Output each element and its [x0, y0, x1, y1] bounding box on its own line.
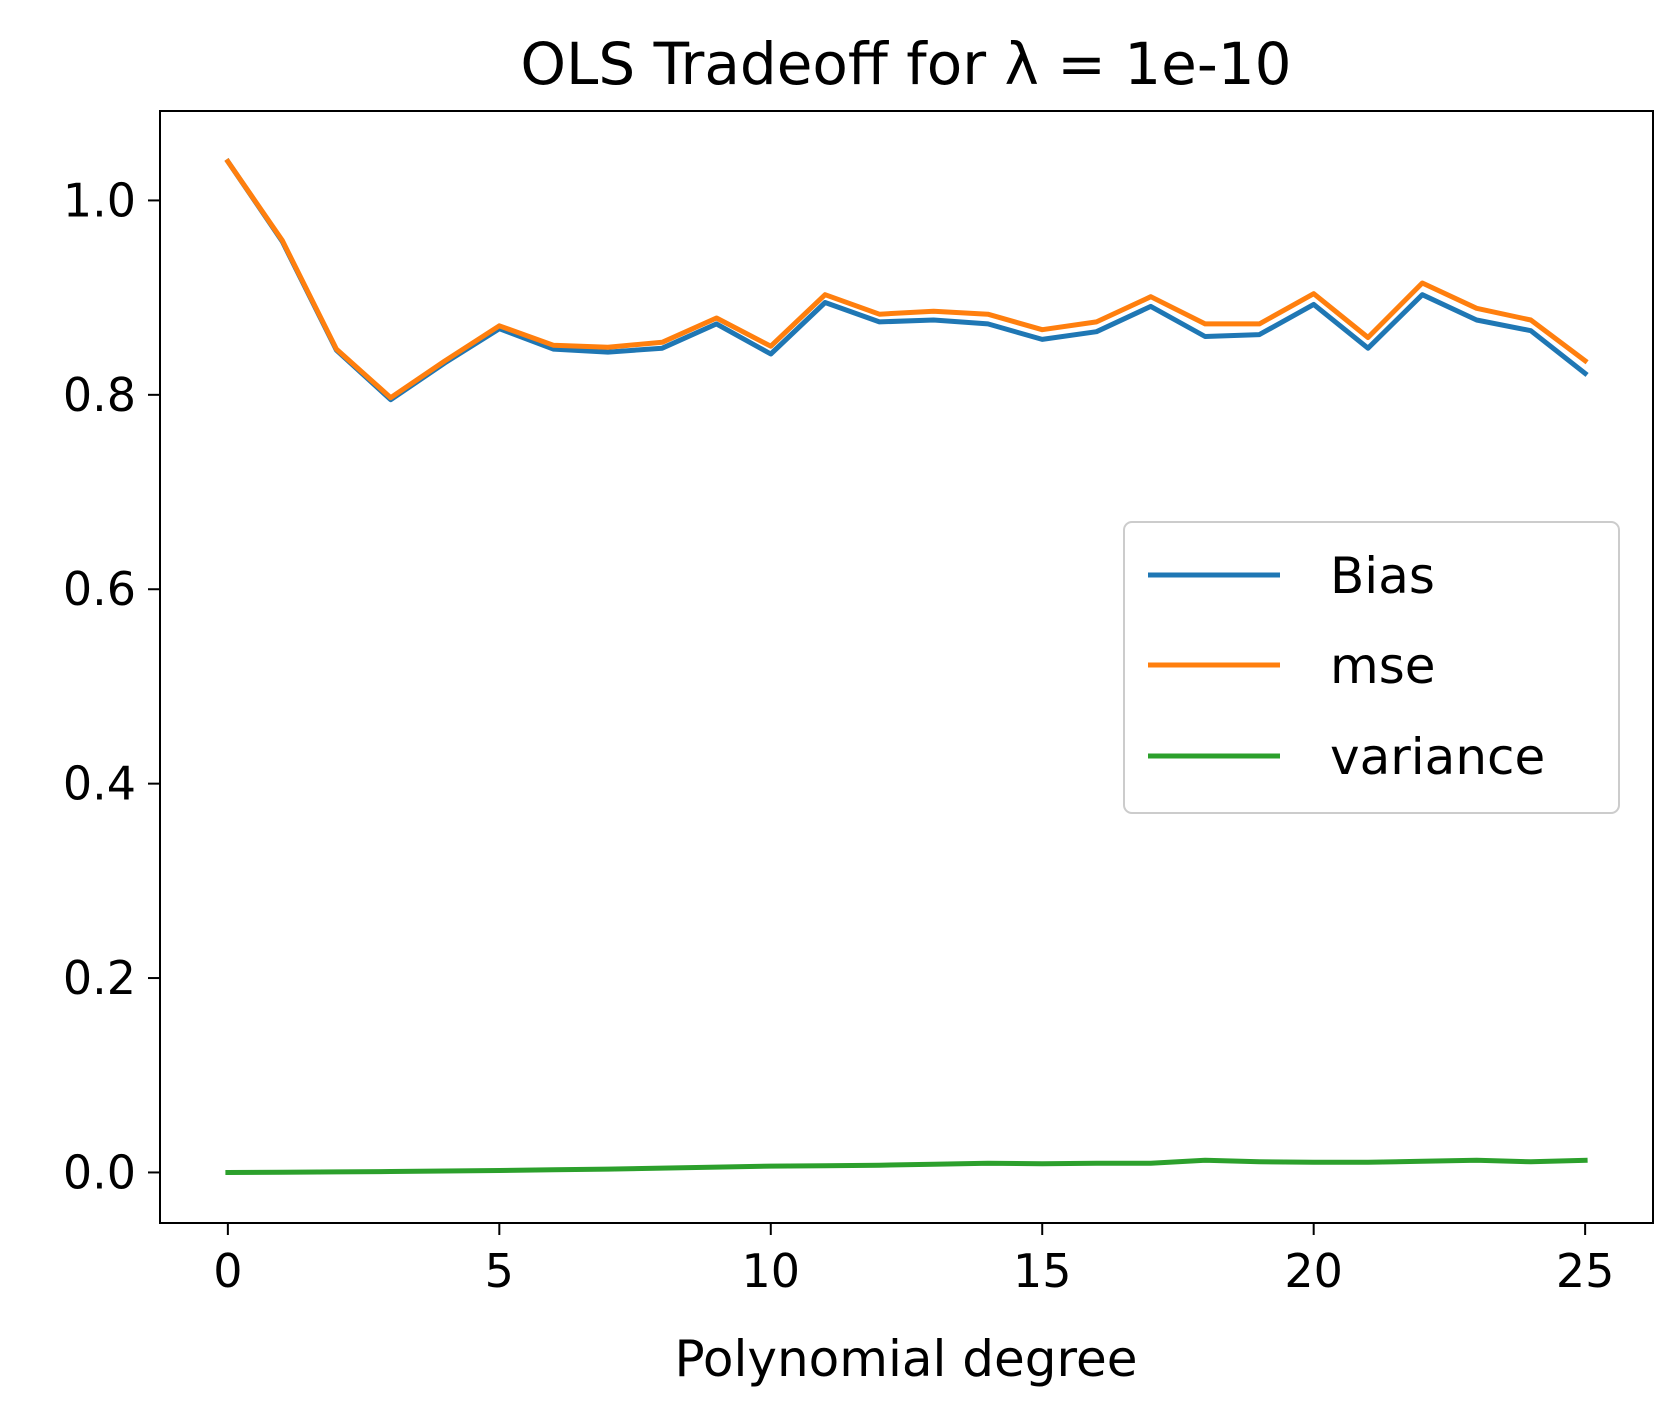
series-line-mse — [224, 158, 1589, 401]
legend: Bias mse variance — [1123, 521, 1620, 814]
x-tick-label: 0 — [213, 1244, 242, 1298]
legend-frame — [1123, 521, 1620, 814]
y-tick-label: 0.6 — [63, 562, 136, 616]
x-axis-label: Polynomial degree — [675, 1330, 1138, 1388]
chart-title: OLS Tradeoff for λ = 1e-10 — [520, 30, 1291, 98]
y-tick-label: 0.8 — [63, 368, 136, 422]
x-tick-label: 5 — [485, 1244, 514, 1298]
legend-label-bias: Bias — [1330, 547, 1435, 605]
series-layer — [224, 158, 1589, 1176]
x-tick-label: 15 — [1013, 1244, 1072, 1298]
x-tick-label: 10 — [741, 1244, 800, 1298]
x-tick-label: 25 — [1556, 1244, 1615, 1298]
series-line-variance — [225, 1157, 1588, 1176]
plot-frame — [159, 110, 1654, 1224]
y-tick-label: 1.0 — [63, 173, 136, 227]
y-tick-label: 0.4 — [63, 757, 136, 811]
legend-label-mse: mse — [1330, 637, 1436, 695]
y-tick-label: 0.2 — [63, 951, 136, 1005]
ticks-layer: 0 5 10 15 20 25 0.0 0.2 0.4 0.6 0.8 1.0 — [63, 173, 1615, 1298]
y-tick-label: 0.0 — [63, 1145, 136, 1199]
legend-label-variance: variance — [1330, 728, 1545, 786]
x-tick-label: 20 — [1284, 1244, 1343, 1298]
